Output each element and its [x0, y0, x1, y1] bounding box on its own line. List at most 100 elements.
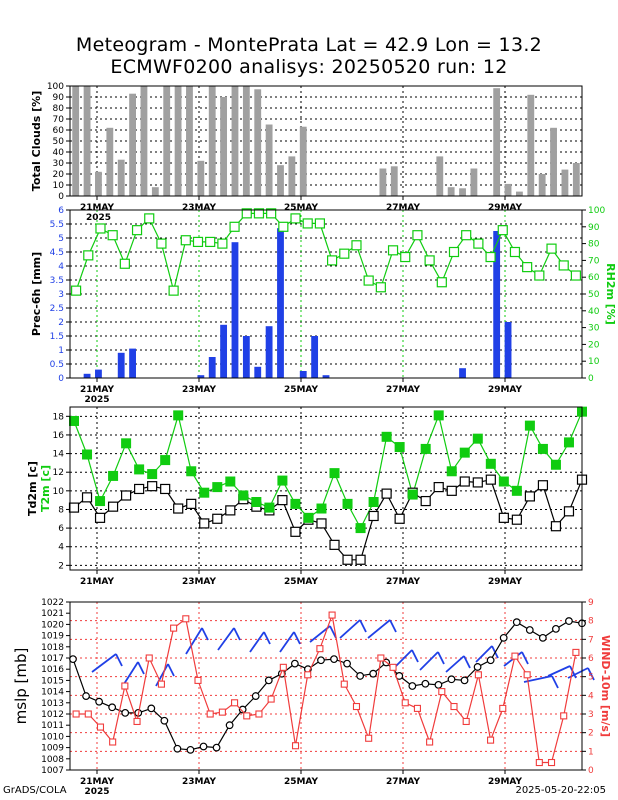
rh-point-41 — [570, 270, 582, 281]
rh-point-12 — [217, 238, 228, 249]
wind-point-25 — [377, 654, 385, 662]
precip-bar-17 — [265, 326, 273, 378]
panel-2-xtick-label-2: 25MAY — [284, 385, 319, 395]
mslp-ytick-label-12: 1019 — [41, 632, 64, 642]
cloud-bar-41 — [538, 174, 546, 196]
wind-barb-1-flag — [137, 661, 145, 675]
rh-point-25 — [375, 282, 386, 293]
t2m-point-36 — [537, 443, 548, 454]
mslp-ytick-label-7: 1014 — [41, 688, 64, 698]
wind-barb-11-flag — [437, 651, 445, 665]
mslp-point-8 — [173, 744, 182, 753]
mslp-point-31 — [473, 663, 482, 671]
rh-ytick-label-10: 100 — [588, 206, 605, 216]
rh-ytick-label-2: 20 — [588, 340, 600, 350]
t2m-point-7 — [160, 455, 171, 466]
t2m-point-23 — [368, 497, 379, 508]
precip-ytick-label-7: 3.5 — [50, 276, 64, 286]
cloud-bar-3 — [106, 127, 114, 196]
td2m-point-19 — [316, 518, 327, 529]
panel-4-xtick-label-1: 23MAY — [182, 777, 217, 787]
wind-barb-4 — [217, 627, 241, 651]
panel-1-xtick-label-3: 27MAY — [386, 203, 421, 213]
cloud-bar-17 — [265, 124, 273, 196]
wind-point-9 — [182, 615, 190, 623]
wind-barb-4-flag — [233, 627, 241, 641]
panel-2-xtick-label-4: 29MAY — [488, 385, 523, 395]
t2m-point-5 — [134, 464, 145, 475]
wind-barb-0-flag — [115, 653, 123, 667]
wind-barb-9 — [367, 619, 397, 639]
cloud-ytick-label-8: 80 — [53, 104, 65, 114]
mslp-point-21 — [343, 659, 351, 668]
t2m-point-18 — [303, 512, 314, 523]
wind-barb-1 — [123, 661, 145, 685]
rh-point-15 — [253, 208, 265, 219]
t2m-point-1 — [82, 449, 93, 460]
cloud-ytick-label-9: 90 — [53, 93, 65, 103]
td2m-point-23 — [368, 510, 379, 522]
wind-barb-0-staff — [91, 653, 117, 673]
rh-point-39 — [546, 243, 557, 254]
wind-barb-6-flag — [293, 631, 301, 645]
cloud-ytick-label-3: 30 — [53, 159, 65, 169]
mslp-point-20 — [330, 655, 338, 664]
wind-barb-15 — [523, 675, 559, 689]
t2m-point-16 — [277, 475, 288, 486]
temp-ytick-label-2: 6 — [58, 524, 64, 534]
rh-point-17 — [278, 221, 289, 232]
rh-point-33 — [473, 238, 484, 249]
cloud-bar-32 — [436, 156, 444, 196]
cloud-ytick-label-2: 20 — [53, 170, 65, 180]
rh-point-2 — [95, 223, 106, 234]
rh-point-10 — [192, 236, 204, 248]
footer-timestamp: 2025-05-20-22:05 — [515, 785, 606, 796]
precip-bar-18 — [277, 228, 284, 378]
precip-bar-1 — [83, 373, 91, 378]
precip-bar-15 — [242, 336, 250, 378]
t2m-ylabel: T2m [c] — [39, 465, 52, 512]
mslp-point-28 — [434, 680, 443, 689]
rh-point-7 — [156, 238, 167, 249]
td2m-point-31 — [472, 477, 483, 488]
wind-point-40 — [560, 712, 568, 720]
wind-ytick-label-0: 0 — [588, 766, 594, 776]
wind-point-39 — [547, 758, 556, 767]
cloud-bar-37 — [493, 88, 501, 196]
cloud-bar-42 — [550, 127, 557, 196]
td2m-point-35 — [524, 491, 535, 502]
mslp-point-13 — [238, 705, 247, 714]
wind-point-4 — [121, 682, 129, 690]
rh-ytick-label-1: 10 — [588, 357, 600, 367]
rh-point-6 — [144, 213, 155, 224]
rh-ytick-label-9: 90 — [588, 223, 600, 233]
cloud-bar-2 — [95, 171, 102, 196]
wind-point-5 — [133, 717, 141, 726]
panel-4-frame — [69, 601, 583, 771]
cloud-bar-8 — [163, 86, 171, 196]
td2m-point-16 — [277, 495, 288, 506]
panel-4-xtick-label-2: 25MAY — [284, 777, 319, 787]
precip-bar-16 — [254, 366, 262, 378]
rh-point-34 — [485, 251, 496, 263]
t2m-point-0 — [69, 415, 79, 426]
wind-barb-16-staff — [547, 665, 571, 677]
rh-point-3 — [107, 230, 118, 241]
cloud-bar-34 — [459, 188, 466, 196]
t2m-point-29 — [446, 466, 457, 477]
mslp-point-26 — [408, 682, 417, 690]
precip-bar-4 — [117, 352, 125, 378]
mslp-ytick-label-14: 1021 — [41, 609, 64, 619]
t2m-point-21 — [342, 498, 353, 509]
t2m-point-24 — [381, 431, 392, 442]
td2m-point-17 — [290, 526, 301, 537]
td2m-point-34 — [511, 514, 522, 525]
rh-point-21 — [326, 255, 338, 266]
rh-point-38 — [534, 270, 545, 281]
t2m-point-28 — [433, 410, 444, 421]
precip-bar-37 — [493, 231, 501, 378]
precip-bar-34 — [459, 368, 466, 378]
panel-1-xtick-label-2: 25MAY — [284, 203, 319, 213]
wind-barb-0 — [91, 653, 123, 673]
mslp-point-14 — [251, 692, 260, 700]
